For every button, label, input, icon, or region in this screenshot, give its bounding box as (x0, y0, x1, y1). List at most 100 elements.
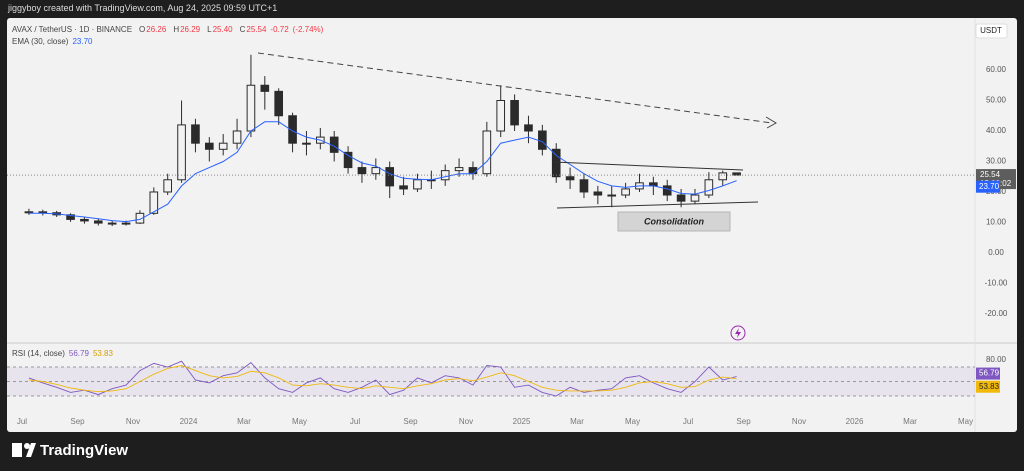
candle-body (718, 172, 728, 181)
candle-body (621, 188, 630, 196)
candle-body (690, 194, 700, 202)
candle-body (704, 179, 714, 196)
candle-body (385, 167, 395, 187)
x-tick-label: Jul (350, 417, 360, 426)
rsi-legend: RSI (14, close) 56.79 53.83 (12, 349, 113, 358)
event-icon[interactable] (730, 325, 746, 341)
last-price: 25.54 (980, 170, 1001, 179)
x-tick-label: May (292, 417, 307, 426)
candle-body (524, 124, 533, 132)
currency: USDT (980, 26, 1002, 35)
candle-body (593, 191, 603, 196)
caption: jiggyboy created with TradingView.com, A… (8, 3, 278, 13)
ema-legend: EMA (30, close) 23.70 (12, 37, 93, 46)
rsi-title: RSI (14, close) (12, 349, 65, 358)
candle-body (93, 220, 103, 224)
rsi-tag-label: 56.79 (979, 369, 1000, 378)
rsi-value: 56.79 (68, 349, 89, 358)
rsi-ma-value: 53.83 (92, 349, 113, 358)
event-icon-bolt (735, 328, 741, 338)
candle-body (204, 142, 214, 150)
y-tick-label: 10.00 (986, 218, 1007, 227)
candle-body (149, 191, 159, 214)
y-tick-label: 0.00 (988, 248, 1004, 257)
symbol-legend: AVAX / TetherUS · 1D · BINANCE O 26.26 H 26… (12, 25, 323, 34)
change: -0.72 (270, 25, 289, 34)
x-tick-label: 2026 (846, 417, 864, 426)
logo-mark (24, 443, 30, 449)
candle-body (288, 115, 297, 144)
candle-body (177, 124, 186, 181)
plot-area (7, 54, 975, 397)
candle-body (302, 142, 311, 145)
candle-body (551, 148, 561, 178)
candle-body (343, 151, 353, 169)
rsi-line (28, 365, 737, 393)
x-tick-label: Nov (459, 417, 473, 426)
trend-arrow (765, 116, 777, 129)
ema-line (28, 121, 737, 223)
ohlc-key: C (239, 25, 246, 34)
trend-line (257, 52, 773, 124)
ema-name: EMA (30, close) (12, 37, 69, 46)
rsi-tag (976, 380, 1000, 393)
candle-body (246, 84, 256, 132)
candle-body (482, 130, 492, 175)
logo-mark (26, 443, 36, 457)
y-tick-label: -20.00 (985, 309, 1008, 318)
candle-body (260, 84, 270, 92)
ohlc-key: L (207, 25, 212, 34)
y-tick-label: -10.00 (985, 279, 1008, 288)
y-tick-label: 50.00 (986, 96, 1007, 105)
y-tick-label: 40.00 (986, 126, 1007, 135)
x-tick-label: May (625, 417, 640, 426)
y-tick-label: 80.00 (986, 355, 1007, 364)
x-tick-label: 2024 (180, 417, 198, 426)
candle-body (399, 185, 408, 190)
candle-body (468, 167, 478, 175)
candle-body (496, 100, 506, 132)
candle-body (38, 211, 48, 214)
support-line (556, 201, 759, 209)
ohlc-value: 25.40 (212, 25, 233, 34)
candle-body (66, 214, 75, 220)
ohlc-key: O (139, 25, 146, 34)
candle-body (80, 218, 89, 222)
rsi-tag-label: 53.83 (979, 382, 1000, 391)
candle-body (357, 167, 367, 175)
x-tick-label: Sep (403, 417, 418, 426)
candle-body (232, 130, 242, 144)
y-tick-label: 60.00 (986, 65, 1007, 74)
ema-value: 23.70 (72, 37, 93, 46)
currency-button[interactable] (975, 23, 1008, 39)
ema-tag (976, 180, 1000, 193)
y-tick-label: 30.00 (986, 157, 1007, 166)
candle-body (538, 130, 547, 150)
candle-body (413, 179, 422, 190)
rsi-tag (976, 367, 1000, 380)
candle-body (510, 100, 519, 126)
candle-body (371, 167, 381, 175)
x-tick-label: Mar (903, 417, 917, 426)
x-tick-label: 2025 (513, 417, 531, 426)
x-tick-label: Nov (792, 417, 806, 426)
candle-body (163, 179, 173, 193)
annotation-text: Consolidation (644, 216, 704, 226)
symbol: AVAX / TetherUS · 1D · BINANCE (12, 25, 133, 34)
candle-body (121, 222, 131, 225)
candle-body (135, 212, 145, 224)
candle-body (107, 222, 117, 225)
candle-body (676, 194, 686, 202)
ohlc-key: H (173, 25, 180, 34)
ohlc-value: 26.26 (146, 25, 167, 34)
x-tick-label: Sep (736, 417, 751, 426)
candle-body (191, 124, 200, 144)
x-tick-label: Sep (70, 417, 85, 426)
logo-mark (12, 443, 22, 457)
resistance-line (552, 161, 744, 171)
candle-body (579, 179, 589, 193)
annotation-box (617, 211, 731, 232)
x-tick-label: Nov (126, 417, 140, 426)
